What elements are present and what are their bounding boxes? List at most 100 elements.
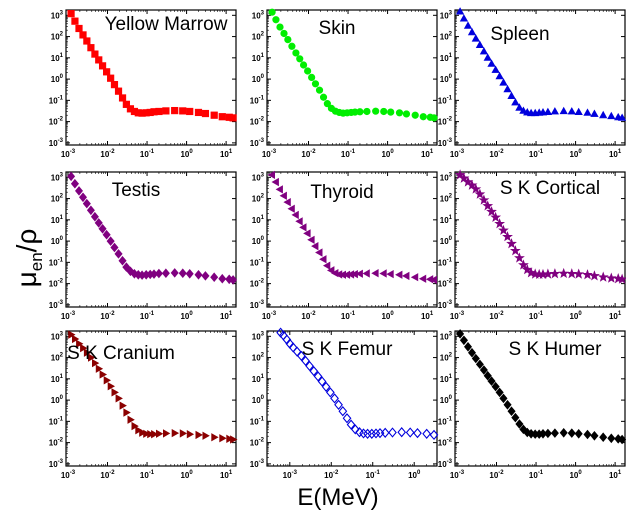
x-tick-label: 10-2	[100, 149, 115, 159]
data-point	[194, 270, 203, 280]
data-point	[502, 231, 513, 242]
data-point	[201, 271, 210, 281]
y-tick-label: 10-3	[49, 138, 64, 148]
data-point	[296, 55, 304, 63]
data-point	[110, 81, 119, 89]
data-point	[201, 109, 210, 118]
x-tick-label: 10-1	[140, 149, 155, 159]
y-tick-label: 10-3	[250, 138, 265, 148]
y-tick-label: 101	[51, 374, 64, 384]
y-tick-label: 100	[440, 236, 453, 246]
data-point	[131, 421, 139, 431]
data-point	[459, 335, 468, 346]
data-point	[475, 40, 485, 49]
x-tick-label: 10-1	[341, 149, 356, 159]
data-point	[218, 113, 226, 121]
series-markers	[268, 8, 438, 122]
data-point	[506, 238, 517, 249]
y-tick-label: 100	[440, 395, 453, 405]
data-point	[186, 107, 194, 116]
data-point	[194, 108, 203, 117]
data-point	[210, 272, 219, 282]
y-tick-label: 103	[252, 331, 265, 341]
data-point	[559, 106, 568, 115]
y-tick-label: 10-2	[438, 438, 453, 448]
data-point	[519, 424, 528, 435]
data-point	[229, 114, 237, 122]
y-tick-label: 10-1	[438, 257, 453, 267]
data-point	[317, 376, 327, 387]
data-point	[478, 194, 490, 205]
series-markers	[276, 327, 439, 441]
x-axis-title: E(MeV)	[297, 484, 378, 511]
data-point	[567, 428, 576, 438]
data-point	[107, 382, 116, 391]
data-point	[503, 400, 512, 410]
data-point	[323, 100, 331, 108]
data-point	[326, 266, 335, 275]
panel-title: Testis	[112, 180, 161, 201]
data-point	[143, 429, 151, 438]
data-point	[319, 93, 328, 101]
data-point	[322, 261, 331, 270]
y-tick-label: 101	[440, 53, 453, 63]
y-tick-label: 10-2	[250, 279, 265, 289]
data-point	[147, 429, 155, 439]
data-point	[276, 23, 284, 31]
data-point	[509, 245, 521, 256]
data-point	[178, 268, 187, 278]
data-point	[230, 435, 238, 444]
data-point	[470, 183, 482, 194]
data-point	[292, 49, 300, 57]
data-point	[68, 330, 76, 339]
data-point	[455, 7, 465, 15]
x-tick-label: 10-1	[529, 149, 544, 159]
data-point	[86, 205, 95, 216]
data-point	[498, 224, 509, 235]
data-point	[307, 235, 315, 244]
data-point	[315, 86, 324, 94]
data-point	[515, 419, 524, 429]
data-point	[301, 355, 310, 367]
data-point	[511, 97, 520, 106]
data-point	[356, 108, 364, 116]
panel-frame	[266, 171, 438, 308]
data-point	[618, 434, 626, 445]
data-point	[139, 428, 147, 437]
data-point	[590, 109, 599, 117]
y-tick-label: 101	[440, 374, 453, 384]
y-tick-label: 100	[252, 395, 265, 405]
data-point	[362, 269, 370, 278]
data-point	[422, 428, 432, 439]
data-point	[490, 211, 502, 223]
x-tick-label: 101	[421, 311, 434, 321]
panel-title: Yellow Marrow	[105, 14, 228, 35]
panel-title: S K Humer	[509, 339, 603, 360]
data-point	[503, 84, 512, 93]
data-point	[330, 393, 339, 404]
panel-7: 103 102 101 100 10-1 10-2 10-310-3 10-2 10-1 100 1…	[49, 330, 238, 480]
data-point	[479, 46, 489, 55]
data-point	[405, 427, 415, 438]
y-tick-label: 10-2	[49, 438, 64, 448]
data-point	[202, 431, 210, 440]
y-tick-label: 10-1	[49, 416, 64, 426]
panel-4: 103 102 101 100 10-1 10-2 10-310-3 10-2 10-1 100 1…	[49, 171, 238, 321]
y-tick-label: 102	[252, 353, 265, 363]
data-point	[574, 107, 583, 115]
data-point	[163, 429, 171, 438]
data-point	[229, 275, 238, 285]
data-point	[122, 100, 130, 108]
data-point	[567, 107, 576, 115]
panel-frame	[65, 171, 237, 308]
data-point	[507, 406, 516, 416]
data-point	[292, 346, 302, 357]
data-point	[75, 24, 83, 33]
x-tick-label: 100	[180, 149, 193, 159]
data-point	[127, 415, 135, 424]
data-point	[387, 108, 395, 116]
data-point	[95, 56, 103, 64]
data-point	[67, 10, 75, 18]
data-point	[88, 353, 96, 362]
